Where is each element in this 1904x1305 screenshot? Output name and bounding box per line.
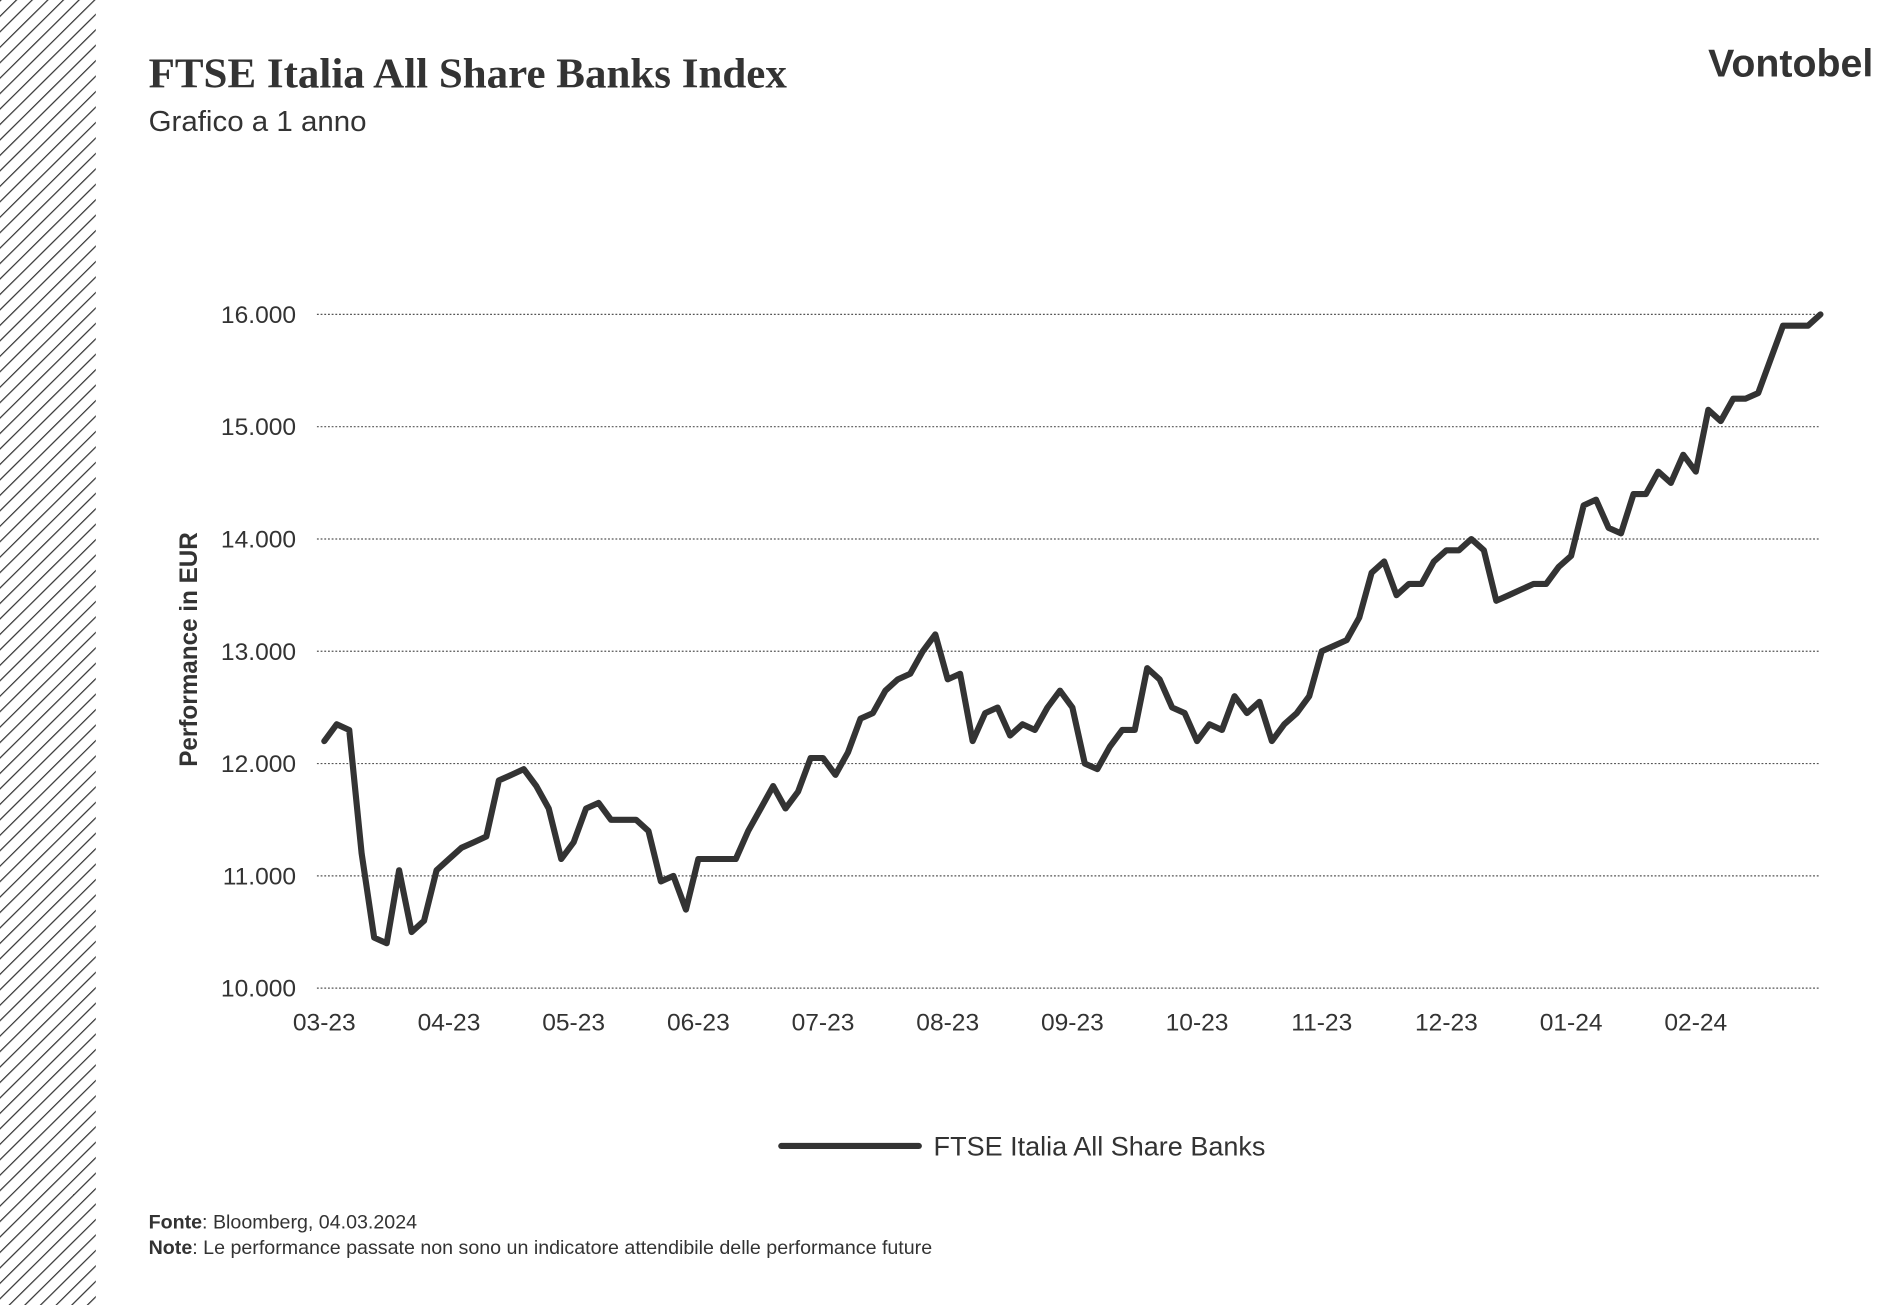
x-tick-label: 02-24 xyxy=(1664,1010,1727,1037)
y-tick-label: 11.000 xyxy=(223,863,296,890)
hatch-stripe xyxy=(0,0,96,1305)
y-axis-label: Performance in EUR xyxy=(176,532,203,767)
data-line xyxy=(321,311,1824,947)
chart-title: FTSE Italia All Share Banks Index xyxy=(149,51,788,98)
footnote-text: : Bloomberg, 04.03.2024 xyxy=(202,1212,417,1234)
footnote: Note: Le performance passate non sono un… xyxy=(149,1237,933,1259)
x-tick-label: 09-23 xyxy=(1041,1010,1104,1037)
x-tick-label: 11-23 xyxy=(1291,1010,1352,1037)
y-tick-label: 14.000 xyxy=(221,527,296,554)
y-tick-label: 13.000 xyxy=(221,639,296,666)
footnote-label: Fonte xyxy=(149,1212,203,1234)
x-tick-label: 12-23 xyxy=(1415,1010,1478,1037)
y-tick-label: 10.000 xyxy=(221,976,296,1003)
chart-subtitle: Grafico a 1 anno xyxy=(149,105,367,138)
logo: Vontobel xyxy=(1708,43,1873,86)
x-tick-label: 04-23 xyxy=(418,1010,481,1037)
legend-label: FTSE Italia All Share Banks xyxy=(934,1132,1266,1162)
footnote-label: Note xyxy=(149,1237,193,1259)
y-tick-label: 16.000 xyxy=(221,302,296,329)
footnote: Fonte: Bloomberg, 04.03.2024 xyxy=(149,1212,418,1234)
x-tick-label: 08-23 xyxy=(916,1010,979,1037)
x-tick-label: 05-23 xyxy=(542,1010,605,1037)
x-tick-label: 10-23 xyxy=(1166,1010,1229,1037)
x-tick-label: 07-23 xyxy=(792,1010,855,1037)
x-tick-label: 06-23 xyxy=(667,1010,730,1037)
y-tick-label: 15.000 xyxy=(221,414,296,441)
x-tick-label: 01-24 xyxy=(1540,1010,1603,1037)
y-tick-label: 12.000 xyxy=(221,751,296,778)
x-tick-label: 03-23 xyxy=(293,1010,356,1037)
footnote-text: : Le performance passate non sono un ind… xyxy=(192,1237,932,1259)
